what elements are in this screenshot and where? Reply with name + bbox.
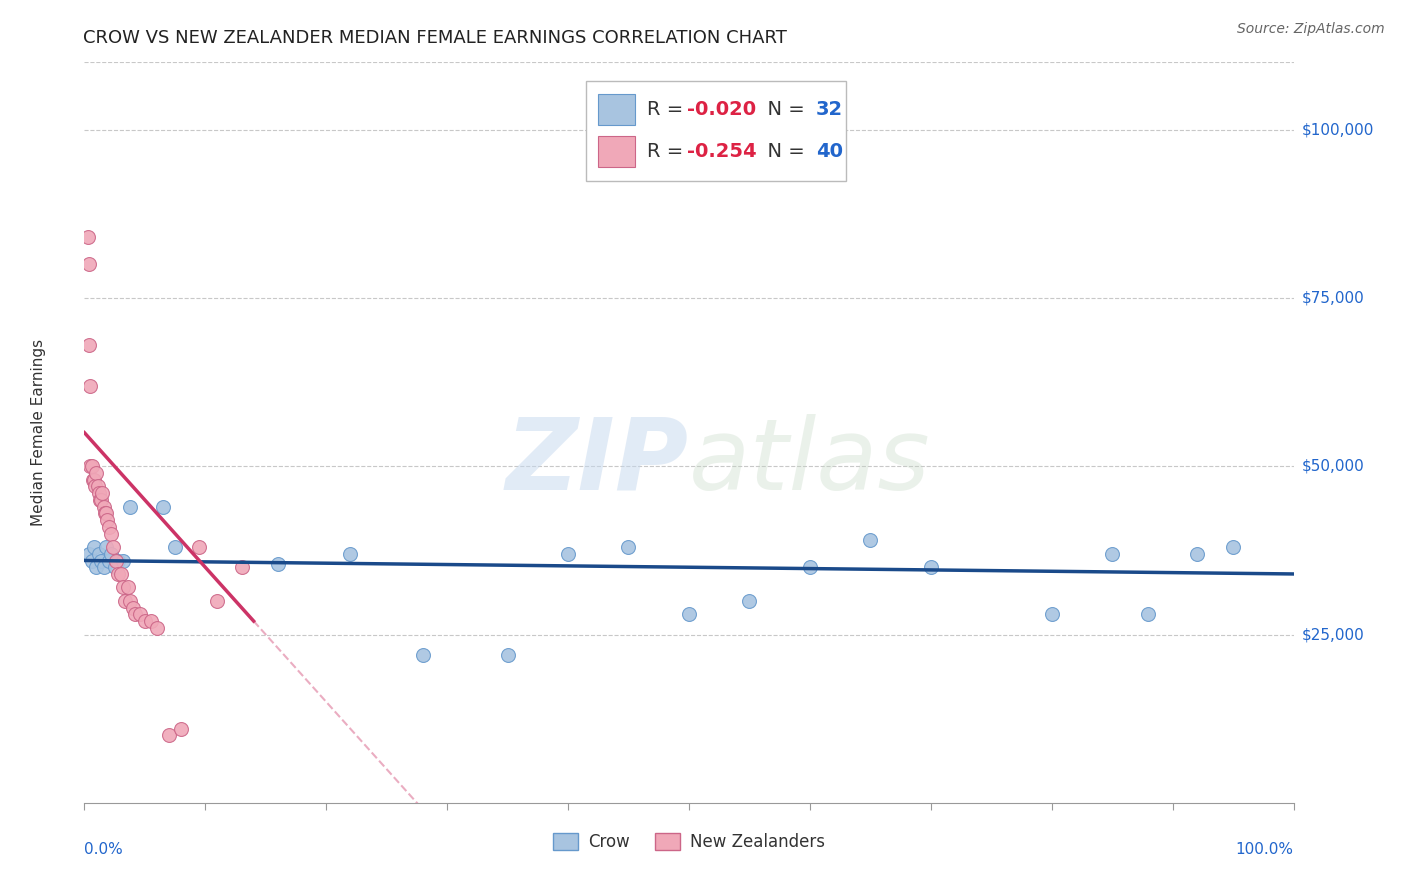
Text: $100,000: $100,000 xyxy=(1302,122,1374,137)
Text: 40: 40 xyxy=(815,142,844,161)
Point xyxy=(496,648,519,662)
Text: $25,000: $25,000 xyxy=(1302,627,1365,642)
Point xyxy=(79,378,101,392)
Point xyxy=(799,560,821,574)
Text: $50,000: $50,000 xyxy=(1302,458,1365,474)
Point xyxy=(83,540,105,554)
Point xyxy=(117,581,139,595)
Point xyxy=(107,553,129,567)
Point xyxy=(231,560,253,574)
Point xyxy=(121,600,143,615)
Point xyxy=(79,459,101,474)
Point xyxy=(170,722,193,736)
Point xyxy=(87,547,110,561)
Point xyxy=(557,547,579,561)
Point xyxy=(339,547,361,561)
Point xyxy=(104,560,127,574)
Point xyxy=(112,581,135,595)
Point xyxy=(188,540,211,554)
Text: atlas: atlas xyxy=(689,414,931,511)
Point xyxy=(91,486,114,500)
Point xyxy=(157,729,180,743)
Text: CROW VS NEW ZEALANDER MEDIAN FEMALE EARNINGS CORRELATION CHART: CROW VS NEW ZEALANDER MEDIAN FEMALE EARN… xyxy=(83,29,787,47)
Point xyxy=(617,540,640,554)
Point xyxy=(678,607,700,622)
Point xyxy=(94,540,117,554)
Point xyxy=(93,500,115,514)
Bar xyxy=(599,94,634,125)
Text: N =: N = xyxy=(755,100,811,119)
Point xyxy=(114,594,136,608)
Point xyxy=(93,560,115,574)
Point xyxy=(207,594,229,608)
Text: Median Female Earnings: Median Female Earnings xyxy=(31,339,46,526)
Point xyxy=(82,473,104,487)
Point xyxy=(120,594,142,608)
Point xyxy=(104,553,127,567)
Text: 100.0%: 100.0% xyxy=(1236,842,1294,856)
Point xyxy=(77,338,100,352)
Point xyxy=(139,614,162,628)
Point xyxy=(124,607,146,622)
Text: N =: N = xyxy=(755,142,811,161)
Text: $75,000: $75,000 xyxy=(1302,291,1365,305)
Point xyxy=(94,507,117,521)
Point xyxy=(267,557,290,571)
Point xyxy=(738,594,761,608)
Point xyxy=(859,533,882,548)
Bar xyxy=(599,136,634,167)
Point xyxy=(129,607,152,622)
Point xyxy=(83,473,105,487)
Text: R =: R = xyxy=(647,142,689,161)
Text: Source: ZipAtlas.com: Source: ZipAtlas.com xyxy=(1237,22,1385,37)
Point xyxy=(134,614,156,628)
Point xyxy=(97,553,120,567)
Point xyxy=(77,257,100,271)
Point xyxy=(110,566,132,581)
Point xyxy=(1185,547,1208,561)
Point xyxy=(97,520,120,534)
Point xyxy=(90,553,112,567)
Point xyxy=(165,540,187,554)
Point xyxy=(80,459,103,474)
Point xyxy=(412,648,434,662)
Point xyxy=(90,492,112,507)
Point xyxy=(103,540,125,554)
Point xyxy=(152,500,174,514)
Point xyxy=(1040,607,1063,622)
Point xyxy=(112,553,135,567)
Point xyxy=(920,560,942,574)
Point xyxy=(96,513,118,527)
Point xyxy=(107,566,129,581)
Point xyxy=(89,492,111,507)
Point xyxy=(94,507,117,521)
Text: -0.254: -0.254 xyxy=(686,142,756,161)
Point xyxy=(100,547,122,561)
Point xyxy=(86,466,108,480)
Point xyxy=(86,479,108,493)
Point xyxy=(1222,540,1244,554)
Text: 0.0%: 0.0% xyxy=(84,842,124,856)
Point xyxy=(84,479,107,493)
Text: ZIP: ZIP xyxy=(506,414,689,511)
Point xyxy=(77,547,100,561)
Point xyxy=(1137,607,1160,622)
Point xyxy=(80,553,103,567)
Point xyxy=(77,230,100,244)
Point xyxy=(86,560,108,574)
Legend: Crow, New Zealanders: Crow, New Zealanders xyxy=(547,826,831,857)
Point xyxy=(100,526,122,541)
Point xyxy=(1101,547,1123,561)
Text: R =: R = xyxy=(647,100,689,119)
Point xyxy=(146,621,169,635)
Text: 32: 32 xyxy=(815,100,844,119)
Text: -0.020: -0.020 xyxy=(686,100,755,119)
Bar xyxy=(586,81,846,181)
Point xyxy=(120,500,142,514)
Point xyxy=(87,486,110,500)
